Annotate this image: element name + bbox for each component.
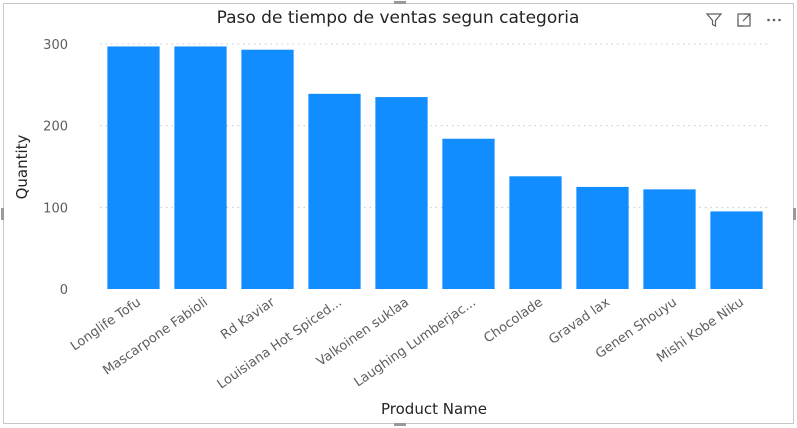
filter-icon[interactable] bbox=[705, 11, 723, 29]
focus-mode-icon[interactable] bbox=[735, 11, 753, 29]
x-tick-label: Rd Kaviar bbox=[218, 295, 278, 343]
y-tick-label: 300 bbox=[43, 38, 68, 53]
more-options-icon[interactable] bbox=[765, 11, 783, 29]
y-tick-label: 100 bbox=[43, 201, 68, 216]
chart-title: Paso de tiempo de ventas segun categoria bbox=[217, 8, 580, 28]
resize-handle-left[interactable] bbox=[1, 208, 4, 220]
x-tick-label: Laughing Lumberjac... bbox=[352, 295, 479, 390]
x-tick-label: Louisiana Hot Spiced... bbox=[215, 295, 345, 392]
resize-handle-right[interactable] bbox=[793, 208, 796, 220]
x-tick-label: Gravad lax bbox=[546, 295, 613, 348]
y-axis-title: Quantity bbox=[13, 134, 31, 199]
visual-header-icons bbox=[705, 11, 783, 29]
bar[interactable] bbox=[241, 49, 294, 289]
y-axis-ticks: 0 100 200 300 bbox=[43, 38, 68, 298]
y-tick-label: 0 bbox=[60, 283, 68, 298]
y-tick-label: 200 bbox=[43, 120, 68, 135]
bar[interactable] bbox=[710, 211, 763, 289]
bar[interactable] bbox=[107, 46, 160, 290]
bar[interactable] bbox=[442, 138, 495, 289]
bar[interactable] bbox=[643, 189, 696, 289]
bar[interactable] bbox=[174, 46, 227, 290]
bar[interactable] bbox=[509, 176, 562, 289]
x-axis-title: Product Name bbox=[381, 400, 487, 418]
resize-handle-top[interactable] bbox=[394, 1, 406, 4]
x-tick-label: Chocolade bbox=[481, 295, 545, 346]
bar[interactable] bbox=[375, 97, 428, 289]
bar[interactable] bbox=[576, 186, 629, 289]
bar[interactable] bbox=[308, 93, 361, 289]
bars bbox=[107, 46, 763, 290]
resize-handle-bottom[interactable] bbox=[394, 423, 406, 426]
